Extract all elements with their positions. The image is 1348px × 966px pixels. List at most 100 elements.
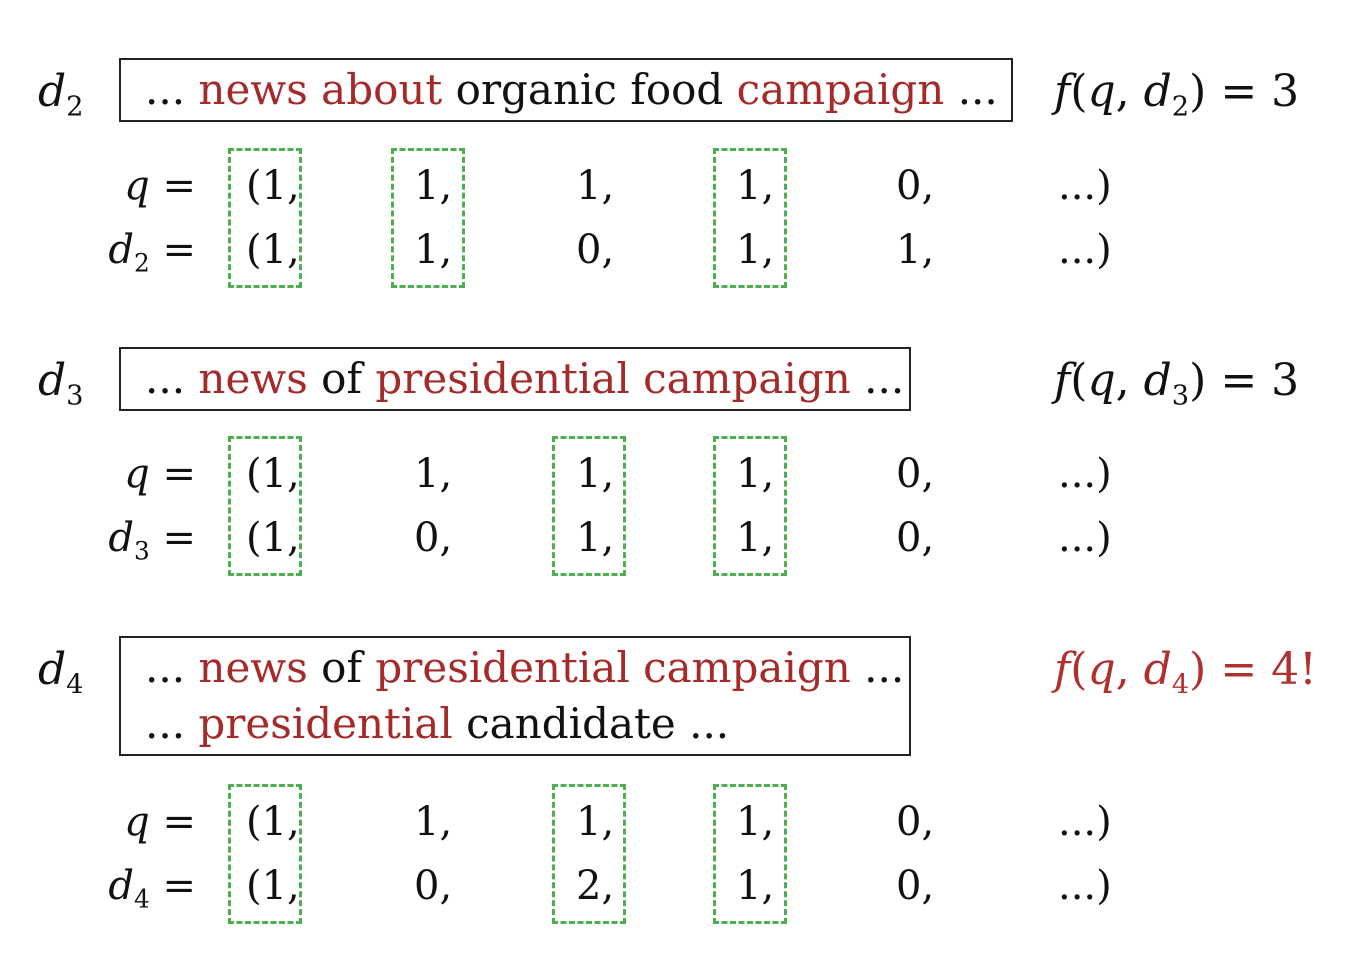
query-term-highlight: presidential campaign xyxy=(375,354,851,403)
matched-term-box xyxy=(552,784,626,924)
snippet-line: ... news of presidential campaign ... xyxy=(145,640,904,696)
document-vector-subscript: 3 xyxy=(133,536,150,566)
query-vector-value: 1, xyxy=(414,163,453,209)
document-vector-value: (1, xyxy=(246,227,300,273)
score-doc-subscript: 4 xyxy=(1171,669,1190,701)
document-vector-subscript: 2 xyxy=(133,248,150,278)
document-label: d4 xyxy=(38,646,84,699)
snippet-text: candidate ... xyxy=(452,699,730,748)
snippet-text: ... xyxy=(850,643,905,692)
snippet-text: ... xyxy=(145,699,199,748)
document-vector-value: 1, xyxy=(576,515,615,561)
document-vector-label: d3 = xyxy=(106,514,196,564)
matched-term-box xyxy=(713,784,787,924)
query-vector-symbol: q xyxy=(124,163,150,209)
document-vector-value: 2, xyxy=(576,863,615,909)
query-term-highlight: presidential campaign xyxy=(375,643,851,692)
snippet-text: of xyxy=(307,643,376,692)
snippet-line: ... presidential candidate ... xyxy=(145,696,885,752)
score-comma: , xyxy=(1115,355,1144,406)
query-vector-value: ...) xyxy=(1058,451,1112,497)
snippet-text: ... xyxy=(850,354,905,403)
document-vector-symbol: d xyxy=(108,227,134,273)
score-query-symbol: q xyxy=(1087,355,1116,406)
score-formula: f(q, d2) = 3 xyxy=(1054,66,1300,121)
snippet-line: ... news of presidential campaign ... xyxy=(145,351,904,407)
document-vector-value: (1, xyxy=(246,863,300,909)
snippet-line: ... news about organic food campaign ... xyxy=(145,62,998,118)
document-vector-symbol: d xyxy=(108,515,134,561)
query-vector-value: 1, xyxy=(576,451,615,497)
document-vector-value: 0, xyxy=(576,227,615,273)
query-vector-equals: = xyxy=(149,451,196,497)
document-snippet-box: ... news of presidential campaign ......… xyxy=(119,636,911,756)
snippet-text: of xyxy=(307,354,376,403)
document-vector-value: 1, xyxy=(896,227,935,273)
matched-term-box xyxy=(228,784,302,924)
matched-term-box xyxy=(228,436,302,576)
score-value: 3 xyxy=(1271,66,1300,117)
score-equals: = xyxy=(1206,355,1272,406)
score-formula: f(q, d4) = 4! xyxy=(1054,644,1317,699)
score-formula: f(q, d3) = 3 xyxy=(1054,355,1299,410)
query-term-highlight: news xyxy=(198,354,308,403)
snippet-text: organic food xyxy=(442,65,737,114)
document-label-subscript: 2 xyxy=(66,91,84,123)
document-label-base: d xyxy=(38,66,67,117)
query-vector-symbol: q xyxy=(124,799,150,845)
document-label: d2 xyxy=(38,66,84,121)
snippet-text: ... xyxy=(145,354,199,403)
document-vector-value: ...) xyxy=(1058,515,1112,561)
document-vector-label: d4 = xyxy=(106,862,196,912)
document-vector-value: 0, xyxy=(896,515,935,561)
query-vector-label: q = xyxy=(106,162,196,210)
document-vector-value: 1, xyxy=(736,863,775,909)
document-vector-value: 0, xyxy=(414,863,453,909)
query-vector-equals: = xyxy=(149,163,196,209)
score-doc-symbol: d xyxy=(1143,66,1172,117)
query-term-highlight: news about xyxy=(198,65,443,114)
query-vector-value: 0, xyxy=(896,451,935,497)
query-vector-value: 1, xyxy=(736,799,775,845)
document-vector-symbol: d xyxy=(108,863,134,909)
score-doc-subscript: 3 xyxy=(1171,380,1190,412)
query-vector-value: 1, xyxy=(414,799,453,845)
score-comma: , xyxy=(1115,66,1144,117)
query-term-highlight: presidential xyxy=(198,699,453,748)
query-vector-value: 1, xyxy=(576,163,615,209)
document-vector-value: 0, xyxy=(896,863,935,909)
query-vector-value: (1, xyxy=(246,163,300,209)
document-snippet-box: ... news about organic food campaign ... xyxy=(119,58,1013,122)
document-vector-subscript: 4 xyxy=(133,884,150,914)
document-label: d3 xyxy=(38,355,84,410)
query-vector-value: ...) xyxy=(1058,163,1112,209)
document-snippet-box: ... news of presidential campaign ... xyxy=(119,347,911,411)
score-comma: , xyxy=(1115,644,1144,695)
query-vector-value: 1, xyxy=(576,799,615,845)
document-vector-value: 1, xyxy=(414,227,453,273)
matched-term-box xyxy=(552,436,626,576)
score-function: f xyxy=(1054,355,1071,406)
score-equals: = xyxy=(1206,644,1272,695)
query-vector-value: 0, xyxy=(896,799,935,845)
query-term-highlight: campaign xyxy=(736,65,945,114)
document-label-base: d xyxy=(38,355,67,406)
score-function: f xyxy=(1054,66,1071,117)
score-paren: ( xyxy=(1070,355,1088,406)
document-vector-value: ...) xyxy=(1058,863,1112,909)
score-paren: ( xyxy=(1070,644,1088,695)
query-vector-label: q = xyxy=(106,450,196,498)
snippet-text: ... xyxy=(145,65,199,114)
score-doc-symbol: d xyxy=(1143,355,1172,406)
document-vector-equals: = xyxy=(149,515,196,561)
query-vector-value: ...) xyxy=(1058,799,1112,845)
matched-term-box xyxy=(713,436,787,576)
score-value: 4! xyxy=(1271,644,1317,695)
document-vector-value: 1, xyxy=(736,227,775,273)
document-vector-equals: = xyxy=(149,227,196,273)
score-paren: ) xyxy=(1189,66,1207,117)
document-vector-equals: = xyxy=(149,863,196,909)
document-vector-value: ...) xyxy=(1058,227,1112,273)
query-vector-value: 1, xyxy=(736,451,775,497)
document-vector-value: 0, xyxy=(414,515,453,561)
